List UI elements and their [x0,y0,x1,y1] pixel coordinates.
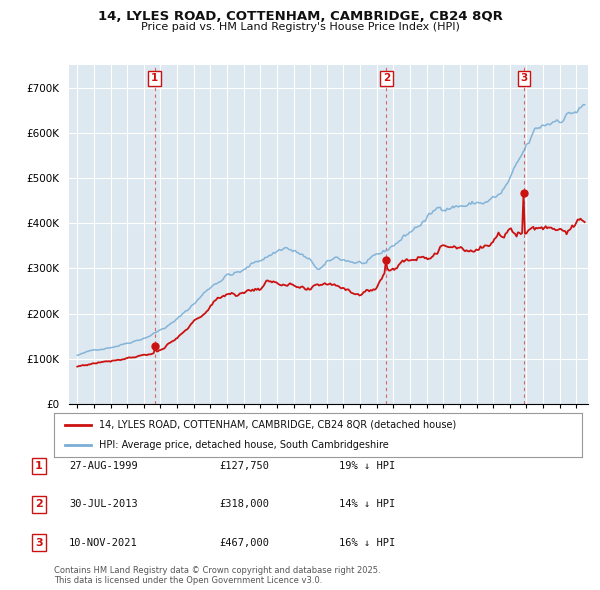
Text: 2: 2 [383,74,390,83]
Text: 3: 3 [35,538,43,548]
Text: 14% ↓ HPI: 14% ↓ HPI [339,500,395,509]
Text: 3: 3 [520,74,528,83]
Text: 27-AUG-1999: 27-AUG-1999 [69,461,138,471]
Text: £318,000: £318,000 [219,500,269,509]
Text: 1: 1 [151,74,158,83]
Text: 16% ↓ HPI: 16% ↓ HPI [339,538,395,548]
Text: 1: 1 [35,461,43,471]
Text: 2: 2 [35,500,43,509]
Text: 10-NOV-2021: 10-NOV-2021 [69,538,138,548]
Text: HPI: Average price, detached house, South Cambridgeshire: HPI: Average price, detached house, Sout… [99,440,389,450]
Text: 14, LYLES ROAD, COTTENHAM, CAMBRIDGE, CB24 8QR: 14, LYLES ROAD, COTTENHAM, CAMBRIDGE, CB… [98,10,502,23]
Text: £467,000: £467,000 [219,538,269,548]
Text: 19% ↓ HPI: 19% ↓ HPI [339,461,395,471]
Text: 14, LYLES ROAD, COTTENHAM, CAMBRIDGE, CB24 8QR (detached house): 14, LYLES ROAD, COTTENHAM, CAMBRIDGE, CB… [99,420,456,430]
Text: Price paid vs. HM Land Registry's House Price Index (HPI): Price paid vs. HM Land Registry's House … [140,22,460,32]
Text: £127,750: £127,750 [219,461,269,471]
Text: Contains HM Land Registry data © Crown copyright and database right 2025.
This d: Contains HM Land Registry data © Crown c… [54,566,380,585]
Text: 30-JUL-2013: 30-JUL-2013 [69,500,138,509]
